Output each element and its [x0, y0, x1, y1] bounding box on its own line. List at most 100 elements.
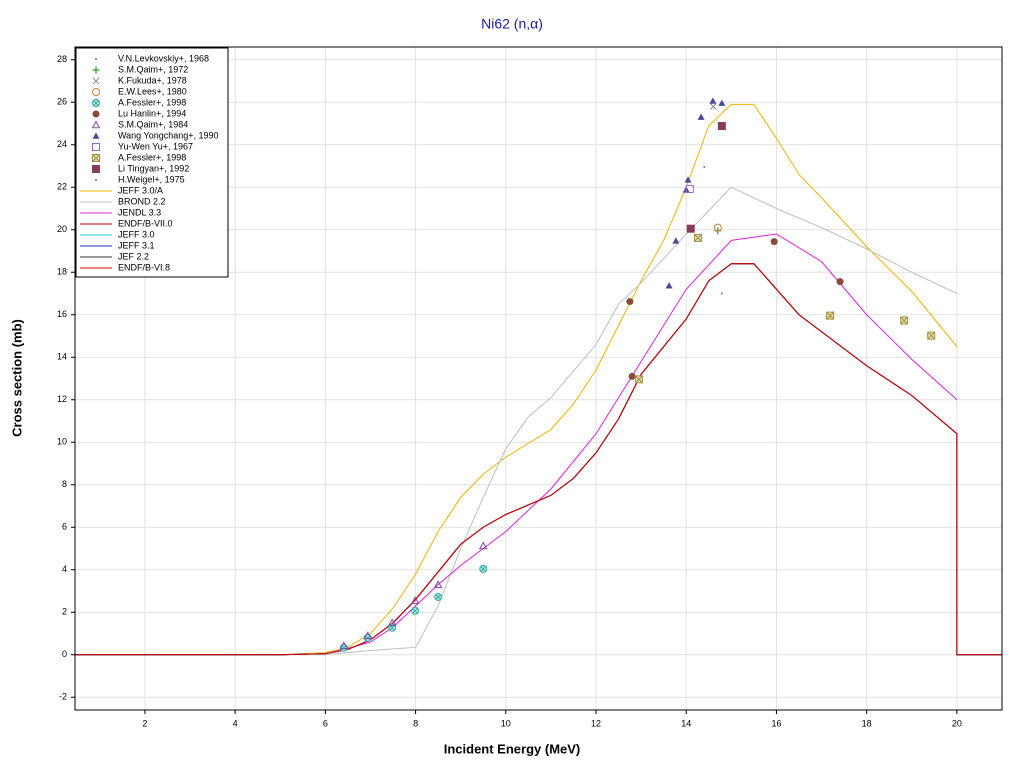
- chart-title: Ni62 (n,α): [481, 16, 543, 32]
- marker: [697, 113, 705, 120]
- marker: [92, 66, 100, 74]
- marker: [709, 97, 717, 104]
- data-line: [75, 103, 958, 656]
- legend-label: JEFF 3.0/A: [118, 185, 163, 195]
- marker: [92, 110, 100, 118]
- x-tick-label: 4: [233, 718, 238, 728]
- marker: [434, 592, 443, 601]
- marker: [478, 541, 488, 550]
- legend-label: JEFF 3.0: [118, 229, 155, 239]
- data-line: [280, 233, 958, 656]
- data-line: [75, 186, 958, 656]
- marker: [718, 99, 726, 106]
- legend-label: JENDL 3.3: [118, 207, 161, 217]
- marker: [634, 375, 643, 384]
- legend-label: ENDF/B-VI.8: [118, 262, 170, 272]
- y-tick-label: 4: [62, 564, 67, 574]
- marker: [363, 631, 373, 640]
- x-tick-label: 12: [591, 718, 601, 728]
- marker: [665, 282, 673, 289]
- y-tick-label: 26: [57, 97, 67, 107]
- marker: [826, 311, 835, 320]
- x-tick-label: 16: [771, 718, 781, 728]
- marker: [717, 122, 726, 131]
- marker: [672, 237, 680, 244]
- x-tick-label: 6: [323, 718, 328, 728]
- y-tick-label: 0: [62, 649, 67, 659]
- legend-label: H.Weigel+, 1975: [118, 174, 185, 184]
- legend-label: Yu-Wen Yu+, 1967: [118, 141, 193, 151]
- legend-label: K.Fukuda+, 1978: [118, 75, 187, 85]
- y-tick-label: 28: [57, 54, 67, 64]
- y-tick-label: 18: [57, 267, 67, 277]
- marker: [709, 103, 717, 110]
- marker: [900, 316, 909, 325]
- y-tick-label: -2: [59, 692, 67, 702]
- marker: [770, 238, 778, 246]
- y-tick-label: 6: [62, 522, 67, 532]
- marker: [703, 165, 706, 168]
- marker: [720, 292, 723, 295]
- x-tick-label: 18: [862, 718, 872, 728]
- legend-label: BROND 2.2: [118, 196, 166, 206]
- y-tick-label: 10: [57, 437, 67, 447]
- y-tick-label: 20: [57, 224, 67, 234]
- marker: [92, 154, 100, 162]
- marker: [479, 564, 488, 573]
- y-tick-label: 16: [57, 309, 67, 319]
- marker: [92, 99, 101, 107]
- marker: [626, 298, 634, 306]
- marker: [92, 77, 100, 85]
- y-tick-label: 12: [57, 394, 67, 404]
- plot-area: [75, 97, 1002, 656]
- marker: [433, 580, 443, 589]
- legend-label: JEFF 3.1: [118, 240, 155, 250]
- marker: [686, 224, 695, 233]
- marker: [92, 132, 100, 139]
- x-tick-label: 8: [413, 718, 418, 728]
- legend-label: S.M.Qaim+, 1984: [118, 119, 188, 129]
- x-tick-label: 14: [681, 718, 691, 728]
- y-tick-label: 2: [62, 607, 67, 617]
- marker: [387, 618, 397, 627]
- legend-label: V.N.Levkovskiy+, 1968: [118, 53, 209, 63]
- plot-frame: [74, 46, 1003, 711]
- marker: [92, 143, 100, 151]
- marker: [92, 165, 100, 173]
- legend-label: A.Fessler+, 1998: [118, 152, 186, 162]
- legend-label: JEF 2.2: [118, 251, 149, 261]
- marker: [927, 331, 936, 340]
- data-line: [75, 263, 1002, 656]
- y-tick-label: 22: [57, 182, 67, 192]
- marker: [92, 88, 100, 96]
- marker: [684, 176, 692, 183]
- legend-box: [75, 47, 229, 278]
- marker: [628, 372, 636, 380]
- legend-label: Wang Yongchang+, 1990: [118, 130, 219, 140]
- marker: [836, 278, 844, 286]
- legend-label: ENDF/B-VII.0: [118, 218, 173, 228]
- y-tick-label: 24: [57, 139, 67, 149]
- marker: [95, 179, 97, 181]
- marker: [339, 641, 349, 650]
- legend-label: A.Fessler+, 1998: [118, 97, 186, 107]
- legend-label: E.W.Lees+, 1980: [118, 86, 187, 96]
- x-tick-label: 2: [142, 718, 147, 728]
- y-axis-label: Cross section (mb): [9, 319, 24, 437]
- grid: [75, 47, 1002, 710]
- legend-label: S.M.Qaim+, 1972: [118, 64, 188, 74]
- x-tick-label: 10: [501, 718, 511, 728]
- marker: [693, 233, 702, 242]
- x-axis-label: Incident Energy (MeV): [444, 741, 581, 756]
- marker: [95, 58, 97, 60]
- x-tick-label: 20: [952, 718, 962, 728]
- marker: [411, 606, 420, 615]
- y-tick-label: 8: [62, 479, 67, 489]
- legend-label: Lu Hanlin+, 1994: [118, 108, 186, 118]
- marker: [410, 596, 420, 605]
- marker: [91, 120, 101, 129]
- legend-label: Li Tingyan+, 1992: [118, 163, 189, 173]
